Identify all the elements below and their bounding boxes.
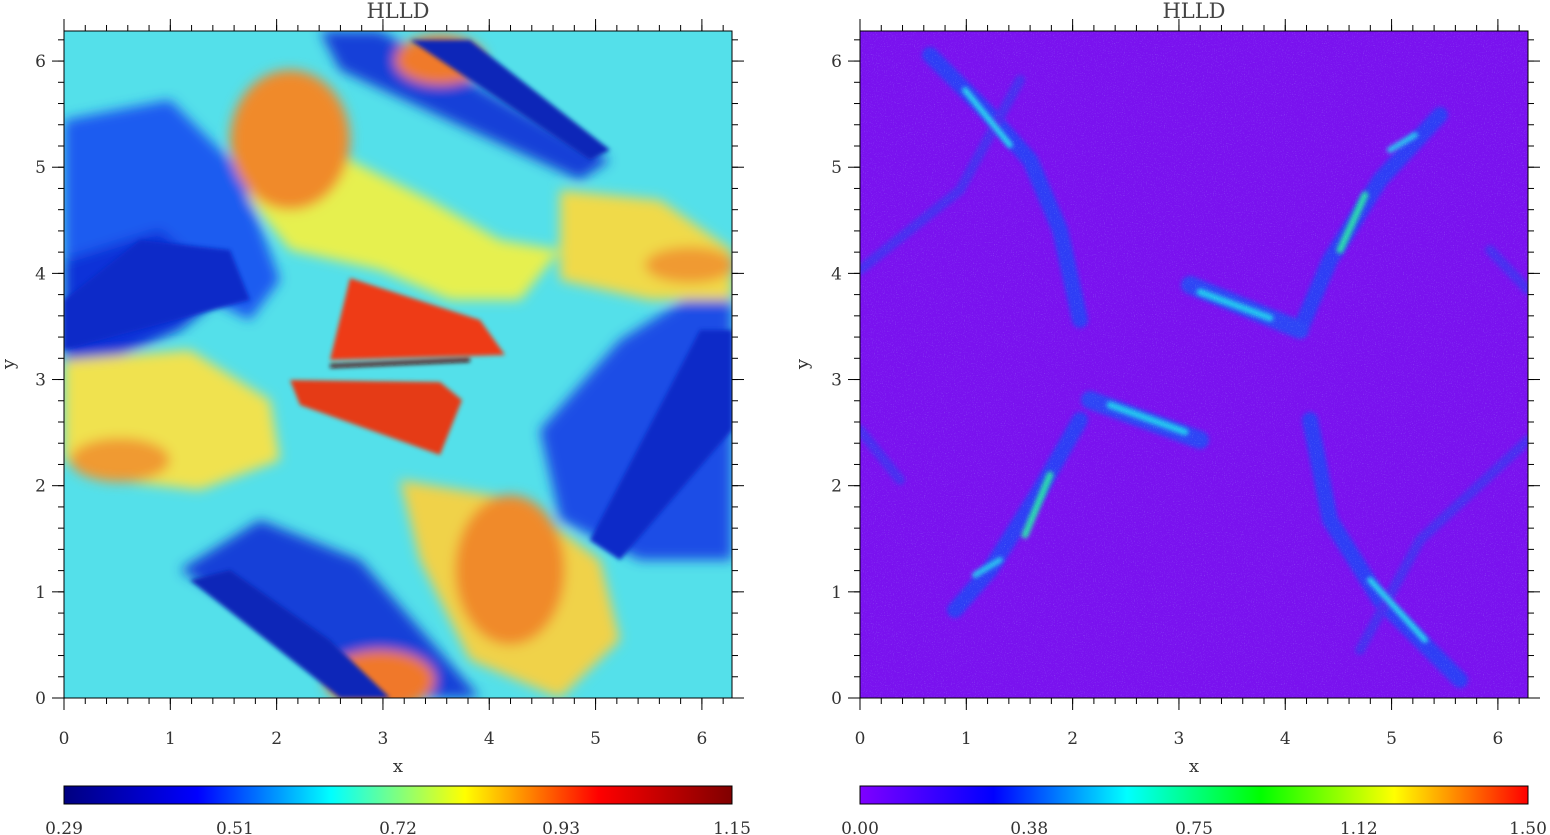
left-orange-spot-left xyxy=(70,438,170,482)
x-tick-label: 0 xyxy=(855,729,866,749)
x-tick-label: 2 xyxy=(1067,729,1078,749)
left-orange-swirl-upper xyxy=(230,70,350,210)
left-y-axis-label: y xyxy=(0,358,19,370)
left-orange-spot-right xyxy=(645,247,732,283)
left-x-axis-label: x xyxy=(393,756,403,777)
y-tick-label: 3 xyxy=(831,371,842,391)
x-tick-label: 6 xyxy=(696,729,707,749)
colorbar-tick-label: 0.75 xyxy=(1175,819,1213,835)
left-dark-band-top-core xyxy=(410,40,610,160)
left-dark-band-right xyxy=(540,270,732,560)
colorbar-tick-label: 0.00 xyxy=(841,819,879,835)
colorbar-tick-label: 0.51 xyxy=(216,819,254,835)
colorbar-tick-label: 0.29 xyxy=(45,819,83,835)
x-tick-label: 0 xyxy=(59,729,70,749)
y-tick-label: 1 xyxy=(35,583,46,603)
right-heatmap xyxy=(860,31,1528,698)
left-dark-band-right-core xyxy=(590,330,732,560)
left-dark-band-lower-core xyxy=(190,570,390,698)
colorbar-tick-label: 0.38 xyxy=(1010,819,1048,835)
colorbar-tick-label: 1.15 xyxy=(713,819,751,835)
y-tick-label: 0 xyxy=(35,689,46,709)
x-tick-label: 1 xyxy=(165,729,176,749)
y-tick-label: 4 xyxy=(35,264,46,284)
left-orange-swirl-lower xyxy=(455,495,565,645)
left-panel: HLLD xyxy=(0,0,751,835)
y-tick-label: 0 xyxy=(831,689,842,709)
right-plot-frame xyxy=(859,30,1529,699)
x-tick-label: 3 xyxy=(1174,729,1185,749)
x-tick-label: 1 xyxy=(961,729,972,749)
x-tick-label: 2 xyxy=(271,729,282,749)
right-x-axis-label: x xyxy=(1189,756,1199,777)
right-y-axis-label: y xyxy=(792,358,813,370)
left-plot-frame xyxy=(63,30,733,699)
colorbar-tick-label: 0.93 xyxy=(542,819,580,835)
left-colorbar xyxy=(63,785,733,805)
left-dark-band-ul-core xyxy=(64,240,250,350)
x-tick-label: 4 xyxy=(484,729,495,749)
y-tick-label: 2 xyxy=(831,477,842,497)
left-heatmap xyxy=(64,31,732,698)
y-tick-label: 1 xyxy=(831,583,842,603)
right-panel: HLLD xyxy=(792,0,1547,835)
colorbar-tick-label: 0.72 xyxy=(379,819,417,835)
y-tick-label: 4 xyxy=(831,264,842,284)
left-central-hot-upper xyxy=(330,278,505,360)
left-heatmap-shocks xyxy=(64,40,732,698)
right-plot-title: HLLD xyxy=(1162,0,1225,23)
y-tick-label: 5 xyxy=(831,158,842,178)
y-tick-label: 2 xyxy=(35,477,46,497)
left-colorbar-labels: 0.29 0.51 0.72 0.93 1.15 xyxy=(45,819,751,835)
right-y-tick-labels: 0 1 2 3 4 5 6 xyxy=(831,52,842,709)
right-axis-ticks xyxy=(848,19,1540,710)
x-tick-label: 6 xyxy=(1492,729,1503,749)
left-plot-title: HLLD xyxy=(366,0,429,23)
left-axis-ticks xyxy=(52,19,744,710)
right-colorbar xyxy=(859,785,1529,805)
y-tick-label: 6 xyxy=(35,52,46,72)
colorbar-tick-label: 1.50 xyxy=(1509,819,1547,835)
x-tick-label: 3 xyxy=(378,729,389,749)
y-tick-label: 3 xyxy=(35,371,46,391)
colorbar-tick-label: 1.12 xyxy=(1340,819,1378,835)
left-central-hot-lower xyxy=(290,380,462,455)
left-y-tick-labels: 0 1 2 3 4 5 6 xyxy=(35,52,46,709)
left-dark-crack xyxy=(330,358,470,368)
left-x-tick-labels: 0 1 2 3 4 5 6 xyxy=(59,729,708,749)
y-tick-label: 5 xyxy=(35,158,46,178)
right-x-tick-labels: 0 1 2 3 4 5 6 xyxy=(855,729,1504,749)
left-dark-band-top xyxy=(320,31,610,180)
right-colorbar-labels: 0.00 0.38 0.75 1.12 1.50 xyxy=(841,819,1547,835)
x-tick-label: 5 xyxy=(590,729,601,749)
y-tick-label: 6 xyxy=(831,52,842,72)
x-tick-label: 5 xyxy=(1386,729,1397,749)
right-heatmap-speckle xyxy=(860,31,1528,698)
x-tick-label: 4 xyxy=(1280,729,1291,749)
